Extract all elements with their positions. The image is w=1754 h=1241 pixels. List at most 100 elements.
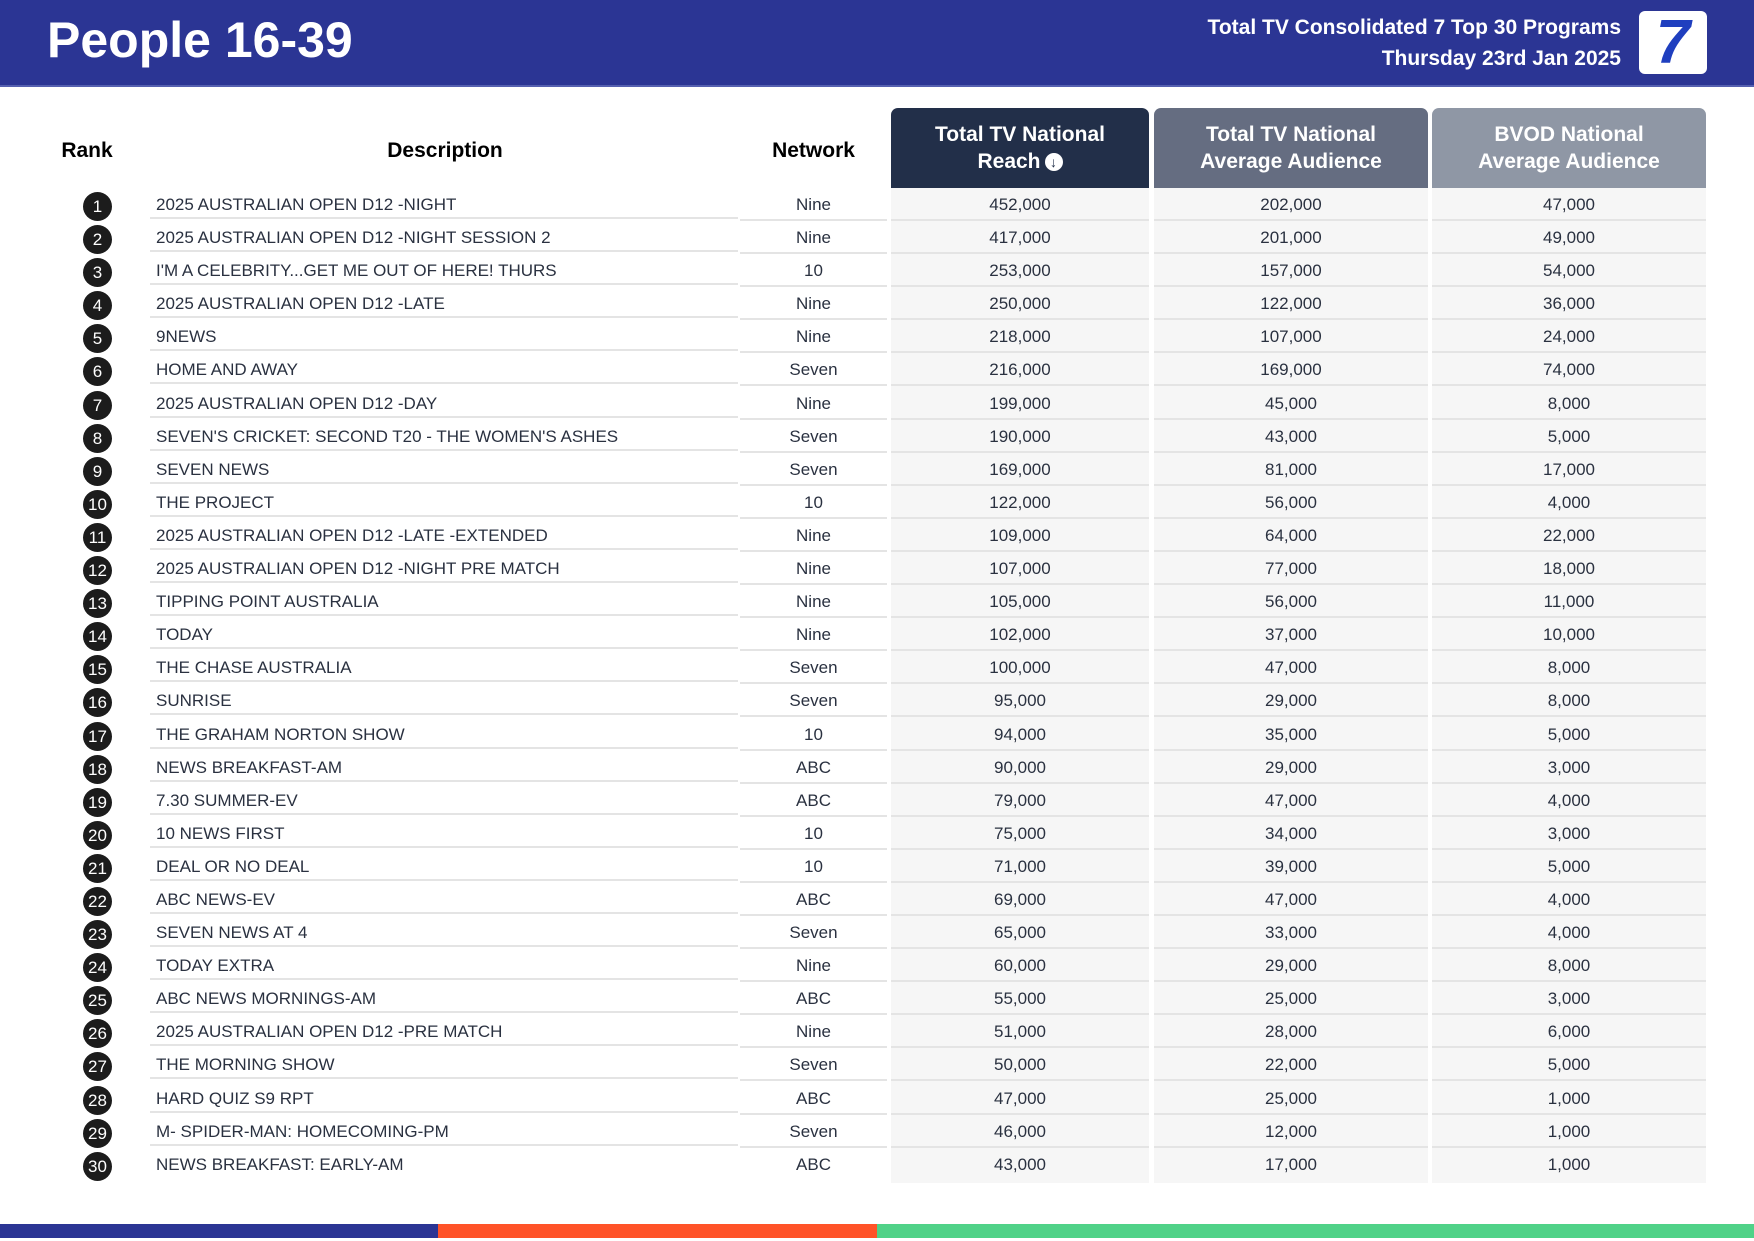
average-audience-cell: 45,000 [1154,387,1428,420]
reach-cell: 169,000 [891,453,1149,486]
avg-header-line1: Total TV National [1206,123,1376,146]
average-audience-cell: 25,000 [1154,982,1428,1016]
network-cell: ABC [740,883,887,916]
rank-badge: 12 [83,556,112,586]
rank-badge: 13 [83,589,112,619]
reach-cell: 65,000 [891,916,1149,950]
program-description: I'M A CELEBRITY...GET ME OUT OF HERE! TH… [150,254,738,286]
network-cell: Nine [740,585,887,619]
bvod-cell: 49,000 [1432,221,1706,255]
reach-cell: 105,000 [891,585,1149,619]
program-description: 9NEWS [150,320,738,352]
rank-badge: 16 [83,688,112,718]
program-description: TODAY [150,618,738,650]
column-header-rank: Rank [61,138,113,162]
table-row: 22 ABC NEWS-EV ABC 69,000 47,000 4,000 [0,883,1754,916]
network-cell: 10 [740,850,887,883]
average-audience-cell: 29,000 [1154,751,1428,784]
network-cell: Nine [740,188,887,221]
rank-badge: 28 [83,1085,112,1115]
reach-cell: 107,000 [891,552,1149,586]
table-row: 24 TODAY EXTRA Nine 60,000 29,000 8,000 [0,949,1754,983]
average-audience-cell: 33,000 [1154,916,1428,950]
table-row: 1 2025 AUSTRALIAN OPEN D12 -NIGHT Nine 452,… [0,188,1754,221]
rank-badge: 24 [83,953,112,983]
program-description: HOME AND AWAY [150,353,738,385]
reach-cell: 253,000 [891,254,1149,288]
program-description: 2025 AUSTRALIAN OPEN D12 -LATE [150,287,738,319]
rank-badge: 27 [83,1052,112,1082]
reach-cell: 218,000 [891,320,1149,354]
avg-column-bg [1154,188,1428,1183]
bvod-cell: 8,000 [1432,949,1706,983]
rank-badge: 26 [83,1019,112,1049]
page-title: People 16-39 [47,12,353,68]
table-row: 21 DEAL OR NO DEAL 10 71,000 39,000 5,000 [0,850,1754,883]
average-audience-cell: 29,000 [1154,949,1428,983]
channel-seven-logo: 7 [1639,11,1707,74]
page-header: People 16-39 Total TV Consolidated 7 Top… [0,0,1754,87]
rank-badge: 10 [83,489,112,519]
program-description: SEVEN NEWS AT 4 [150,916,738,948]
bvod-cell: 24,000 [1432,320,1706,354]
rank-badge: 22 [83,886,112,916]
network-cell: ABC [740,751,887,784]
network-cell: Nine [740,287,887,321]
average-audience-cell: 37,000 [1154,618,1428,652]
program-description: DEAL OR NO DEAL [150,850,738,881]
footer-bar-green [877,1224,1754,1238]
network-cell: ABC [740,784,887,817]
average-audience-cell: 22,000 [1154,1048,1428,1082]
network-cell: Nine [740,1015,887,1049]
table-row: 15 THE CHASE AUSTRALIA Seven 100,000 47,000 8… [0,651,1754,685]
bvod-cell: 5,000 [1432,420,1706,453]
bvod-cell: 1,000 [1432,1082,1706,1115]
network-cell: 10 [740,486,887,519]
rank-badge: 25 [83,986,112,1016]
reach-cell: 75,000 [891,817,1149,850]
network-cell: Seven [740,651,887,685]
column-header-average-audience[interactable]: Total TV National Average Audience [1154,108,1428,188]
rank-badge: 19 [83,787,112,817]
network-cell: 10 [740,718,887,751]
table-row: 27 THE MORNING SHOW Seven 50,000 22,000 5,000 [0,1048,1754,1082]
column-header-description: Description [387,138,503,162]
column-header-bvod[interactable]: BVOD National Average Audience [1432,108,1706,188]
program-description: 2025 AUSTRALIAN OPEN D12 -NIGHT PRE MATC… [150,552,738,584]
average-audience-cell: 122,000 [1154,287,1428,321]
bvod-column-bg [1432,188,1706,1183]
bvod-cell: 4,000 [1432,784,1706,817]
column-header-reach[interactable]: Total TV National Reach ↓ [891,108,1149,188]
table-row: 19 7.30 SUMMER-EV ABC 79,000 47,000 4,000 [0,784,1754,817]
table-row: 29 M- SPIDER-MAN: HOMECOMING-PM Seven 46,00… [0,1115,1754,1148]
average-audience-cell: 64,000 [1154,519,1428,552]
program-description: TIPPING POINT AUSTRALIA [150,585,738,617]
rank-badge: 17 [83,721,112,751]
bvod-cell: 4,000 [1432,883,1706,916]
bvod-cell: 54,000 [1432,254,1706,288]
average-audience-cell: 81,000 [1154,453,1428,486]
network-cell: ABC [740,982,887,1016]
rank-badge: 20 [83,820,112,850]
average-audience-cell: 77,000 [1154,552,1428,586]
reach-cell: 216,000 [891,353,1149,387]
reach-cell: 55,000 [891,982,1149,1016]
network-cell: Seven [740,420,887,453]
bvod-cell: 11,000 [1432,585,1706,619]
network-cell: 10 [740,254,887,288]
program-description: THE MORNING SHOW [150,1048,738,1080]
bvod-cell: 10,000 [1432,618,1706,652]
sort-descending-icon[interactable]: ↓ [1044,153,1063,172]
reach-cell: 60,000 [891,949,1149,983]
reach-cell: 452,000 [891,188,1149,221]
table-row: 17 THE GRAHAM NORTON SHOW 10 94,000 35,000 5,… [0,718,1754,751]
bvod-cell: 47,000 [1432,188,1706,221]
bvod-cell: 17,000 [1432,453,1706,486]
network-cell: Seven [740,1115,887,1148]
bvod-cell: 5,000 [1432,850,1706,883]
average-audience-cell: 56,000 [1154,486,1428,519]
table-row: 7 2025 AUSTRALIAN OPEN D12 -DAY Nine 199,00… [0,387,1754,420]
table-row: 9 SEVEN NEWS Seven 169,000 81,000 17,000 [0,453,1754,486]
report-title: Total TV Consolidated 7 Top 30 Programs [1207,16,1621,39]
bvod-cell: 1,000 [1547,1154,1591,1174]
